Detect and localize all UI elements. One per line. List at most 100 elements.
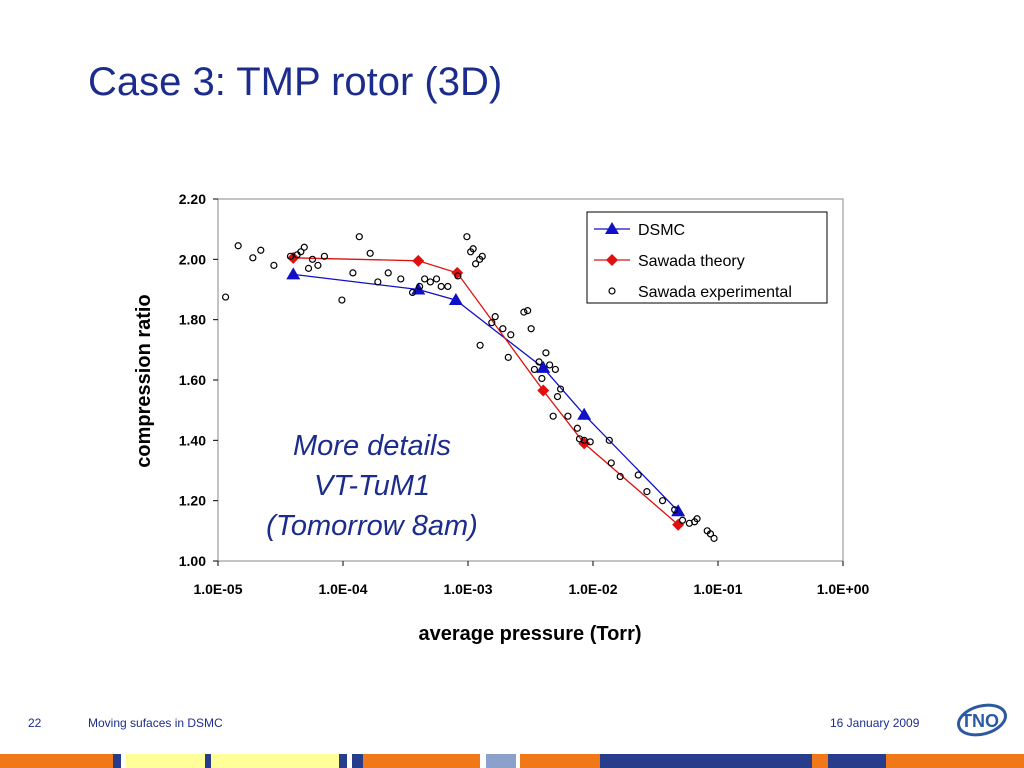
data-point [710, 534, 718, 542]
data-point [437, 282, 445, 291]
data-point [234, 242, 242, 250]
bar-segment [205, 754, 211, 768]
data-point [556, 385, 565, 393]
data-point [507, 331, 515, 339]
y-tick-label: 1.40 [179, 432, 206, 448]
bar-segment [211, 754, 339, 768]
legend-marker [608, 287, 616, 295]
data-point [476, 341, 484, 349]
data-point [349, 269, 357, 277]
bar-segment [828, 754, 886, 768]
data-point [520, 308, 528, 316]
data-point [693, 515, 701, 523]
x-tick-label: 1.0E-01 [693, 581, 742, 597]
footer-caption: Moving sufaces in DSMC [88, 716, 223, 730]
bar-segment [121, 754, 126, 768]
y-axis-title: compression ratio [133, 294, 155, 467]
legend-label: Sawada experimental [638, 284, 792, 301]
data-point [286, 267, 301, 280]
bar-segment [352, 754, 363, 768]
data-point [270, 261, 278, 269]
data-point [573, 424, 581, 432]
bar-segment [812, 754, 828, 768]
legend-box [586, 211, 828, 304]
data-point [338, 296, 346, 304]
x-tick-label: 1.0E-04 [318, 581, 367, 597]
bar-segment [113, 754, 121, 768]
data-point [577, 407, 592, 420]
x-tick-label: 1.0E-02 [568, 581, 617, 597]
data-point [634, 471, 642, 479]
data-point [221, 293, 230, 301]
bar-segment [126, 754, 205, 768]
series-2 [287, 251, 685, 531]
data-point [586, 438, 594, 446]
y-tick-label: 1.80 [179, 312, 206, 328]
legend: DSMC Sawada theory Sawada experimental [586, 211, 828, 304]
note-box: More details VT-TuM1 (Tomorrow 8am) [222, 426, 522, 546]
bar-segment [886, 754, 1024, 768]
footer-color-bar [0, 754, 1024, 768]
data-point [488, 319, 496, 327]
data-point [575, 435, 584, 443]
x-tick-label: 1.0E+00 [817, 581, 870, 597]
data-point [564, 412, 572, 420]
data-point [471, 260, 480, 268]
data-point [536, 360, 551, 373]
data-point [249, 254, 257, 262]
note-line: More details [293, 430, 451, 462]
legend-label: Sawada theory [638, 253, 745, 270]
data-point [257, 246, 265, 254]
series-layer [221, 233, 718, 542]
data-point [304, 264, 313, 272]
data-point [535, 358, 543, 366]
bar-segment [347, 754, 352, 768]
legend-label: DSMC [638, 222, 685, 239]
data-point [546, 361, 554, 369]
data-point [527, 325, 535, 333]
data-point [616, 472, 624, 481]
data-point [607, 459, 615, 467]
data-point [551, 365, 559, 374]
data-point [454, 272, 462, 280]
legend-marker [606, 254, 618, 266]
page-number: 22 [28, 716, 42, 730]
y-tick-label: 2.20 [179, 191, 206, 207]
data-point [478, 252, 486, 260]
data-point [678, 516, 687, 524]
data-point [421, 275, 429, 283]
bar-segment [520, 754, 600, 768]
data-point [643, 488, 651, 496]
data-point [605, 436, 613, 444]
y-axis-ticks: 1.00 1.20 1.40 1.60 1.80 2.00 2.20 [179, 191, 218, 569]
data-point [469, 245, 477, 253]
data-point [314, 261, 322, 269]
bar-segment [480, 754, 486, 768]
data-point [553, 392, 562, 401]
data-point [491, 313, 499, 321]
x-tick-label: 1.0E-03 [443, 581, 492, 597]
bar-segment [516, 754, 520, 768]
bar-segment [600, 754, 812, 768]
data-point [374, 278, 382, 286]
data-point [537, 384, 550, 397]
footer-date: 16 January 2009 [830, 716, 920, 730]
legend-marker [605, 222, 619, 234]
data-point [542, 349, 550, 357]
data-point [300, 243, 308, 251]
data-point [408, 288, 417, 297]
data-point [538, 374, 546, 383]
data-point [415, 282, 424, 291]
note-line: VT-TuM1 [313, 470, 431, 502]
data-point [320, 252, 329, 260]
logo-text: TNO [961, 711, 999, 731]
x-tick-label: 1.0E-05 [193, 581, 242, 597]
data-point [524, 307, 532, 315]
data-point [397, 275, 405, 283]
y-tick-label: 1.00 [179, 553, 206, 569]
data-point [411, 282, 426, 295]
data-point [499, 325, 507, 333]
data-point [426, 278, 434, 286]
data-point [366, 249, 374, 257]
series-line [293, 257, 679, 526]
